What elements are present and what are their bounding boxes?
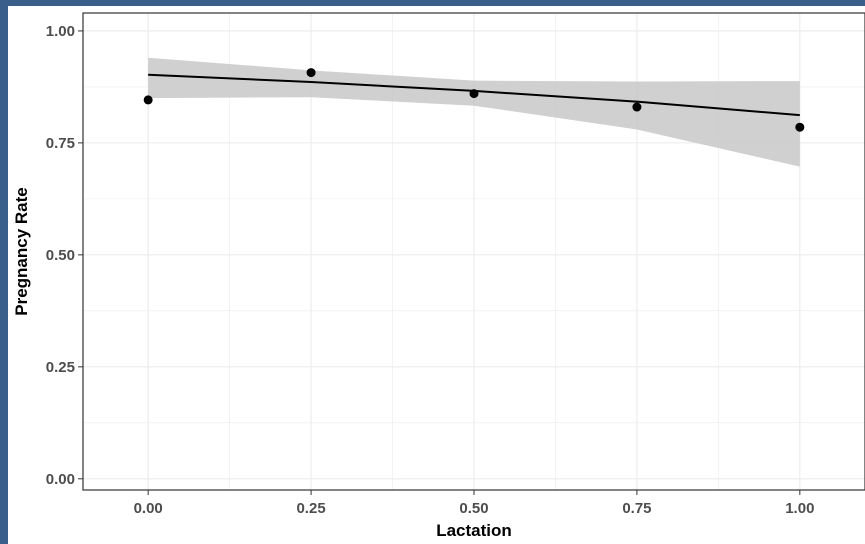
y-tick-label: 0.75 bbox=[46, 135, 75, 152]
data-point bbox=[632, 102, 642, 112]
y-tick-label: 0.50 bbox=[46, 247, 75, 264]
confidence-band-layer bbox=[148, 57, 800, 167]
x-tick-label: 0.25 bbox=[296, 500, 325, 517]
data-point bbox=[469, 89, 479, 99]
scatter-chart: 0.00 0.25 0.50 0.75 1.00 0.00 0.25 0.50 0.75 1.0… bbox=[12, 12, 865, 540]
x-axis-ticks: 0.00 0.25 0.50 0.75 1.00 bbox=[134, 490, 814, 517]
y-axis-title: Pregnancy Rate bbox=[12, 187, 31, 316]
x-tick-label: 0.00 bbox=[134, 500, 163, 517]
y-axis-ticks: 0.00 0.25 0.50 0.75 1.00 bbox=[46, 23, 83, 488]
points-layer bbox=[143, 68, 805, 132]
x-axis-title: Lactation bbox=[436, 521, 512, 540]
y-tick-label: 0.25 bbox=[46, 359, 75, 376]
confidence-band bbox=[148, 57, 800, 167]
x-tick-label: 0.75 bbox=[622, 500, 651, 517]
data-point bbox=[143, 95, 153, 105]
data-point bbox=[795, 122, 805, 132]
data-point bbox=[306, 68, 316, 78]
y-tick-label: 1.00 bbox=[46, 23, 75, 40]
y-tick-label: 0.00 bbox=[46, 471, 75, 488]
x-tick-label: 0.50 bbox=[459, 500, 488, 517]
x-tick-label: 1.00 bbox=[785, 500, 814, 517]
chart-frame: 0.00 0.25 0.50 0.75 1.00 0.00 0.25 0.50 0.75 1.0… bbox=[8, 6, 865, 544]
